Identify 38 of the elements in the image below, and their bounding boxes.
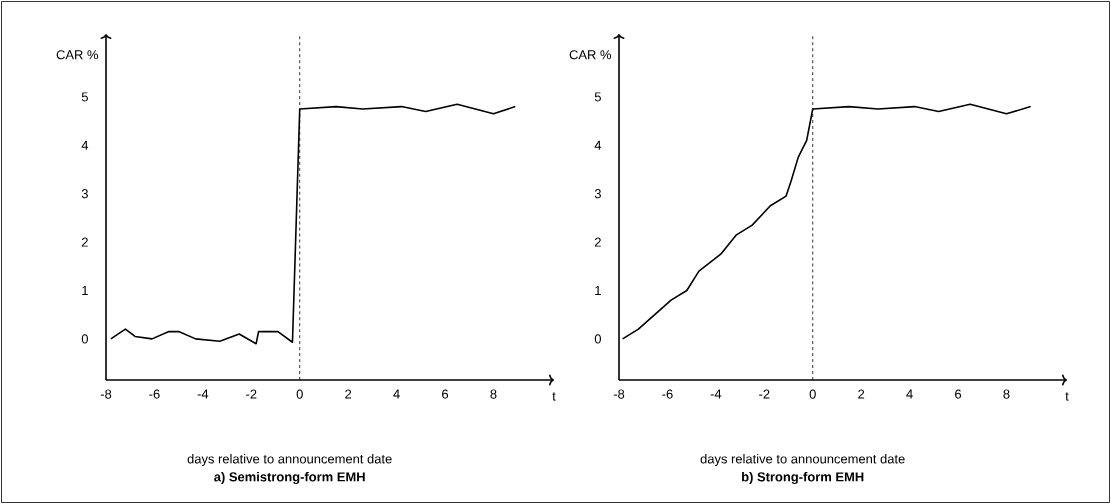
x-tick-label: 6 [442, 389, 449, 399]
y-tick-label: 1 [595, 286, 601, 295]
x-tick-label: 2 [345, 389, 352, 399]
text: t [1065, 392, 1069, 401]
y-tick-label: 5 [81, 92, 88, 102]
y-axis-title: CAR % [56, 50, 99, 60]
x-tick-label: 4 [393, 389, 400, 399]
x-tick-label: -8 [100, 389, 112, 399]
x-tick-label: -4 [710, 389, 722, 399]
y-tick-label: 1 [82, 286, 88, 295]
x-tick-label: -4 [197, 389, 209, 399]
x-tick-label: -6 [662, 389, 673, 399]
x-tick-label: 0 [296, 389, 303, 399]
x-tick-label: -2 [759, 389, 770, 399]
x-tick-label: 6 [955, 389, 962, 399]
y-tick-label: 2 [81, 237, 88, 247]
y-tick-label: 0 [81, 334, 88, 344]
x-axis-title: days relative to announcement date [187, 453, 392, 467]
x-axis-title: days relative to announcement date [700, 453, 905, 467]
y-tick-label: 4 [594, 140, 602, 150]
x-tick-label: 0 [809, 389, 816, 399]
x-tick-label: 8 [490, 389, 497, 399]
x-tick-label: -8 [613, 389, 625, 399]
y-tick-label: 3 [81, 189, 88, 199]
text: a) Semistrong-form EMH [214, 471, 365, 485]
text: b) Strong-form EMH [742, 471, 864, 485]
x-tick-label: 4 [906, 389, 913, 399]
y-tick-label: 5 [594, 92, 601, 102]
y-axis-title: CAR % [569, 50, 612, 60]
x-tick-label: 8 [1003, 389, 1010, 399]
text: t [552, 392, 556, 401]
y-tick-label: 3 [594, 189, 601, 199]
y-tick-label: 0 [594, 334, 601, 344]
x-tick-label: -2 [246, 389, 257, 399]
y-tick-label: 2 [594, 237, 601, 247]
x-tick-label: 2 [858, 389, 865, 399]
x-tick-label: -6 [149, 389, 160, 399]
y-tick-label: 4 [81, 140, 89, 150]
